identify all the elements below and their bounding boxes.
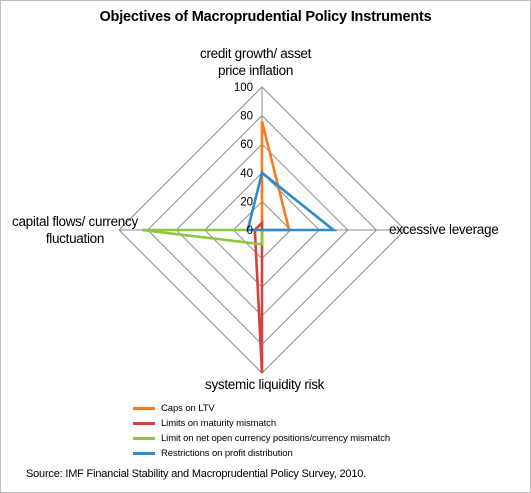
- radial-tick-labels: 0 20 40 60 80 100: [234, 82, 253, 237]
- axis-label-line: capital flows/ currency: [12, 214, 138, 229]
- axis-label-line: price inflation: [218, 63, 294, 78]
- axis-label-credit-growth: credit growth/ asset price inflation: [200, 45, 311, 79]
- legend-swatch: [133, 422, 155, 425]
- tick-label: 40: [240, 168, 253, 180]
- radar-series: [141, 121, 338, 374]
- legend: Caps on LTV Limits on maturity mismatch …: [133, 401, 390, 461]
- legend-swatch: [133, 407, 155, 410]
- legend-label: Limit on net open currency positions/cur…: [161, 433, 391, 444]
- axis-label-capital-flows: capital flows/ currency fluctuation: [12, 213, 138, 247]
- axis-label-line: credit growth/ asset: [200, 46, 312, 61]
- series-line-3: [141, 228, 264, 246]
- legend-label: Limits on maturity mismatch: [161, 418, 277, 429]
- tick-label: 0: [247, 225, 253, 237]
- legend-swatch: [133, 452, 155, 455]
- legend-item: Caps on LTV: [133, 401, 390, 416]
- legend-item: Limits on maturity mismatch: [133, 416, 390, 431]
- legend-swatch: [133, 437, 155, 440]
- chart-title: Objectives of Macroprudential Policy Ins…: [99, 9, 432, 25]
- axis-label-line: fluctuation: [45, 231, 105, 246]
- series-line-2: [253, 219, 264, 374]
- axis-label-line: systemic liquidity risk: [205, 377, 325, 392]
- source-note: Source: IMF Financial Stability and Macr…: [26, 468, 367, 480]
- legend-item: Limit on net open currency positions/cur…: [133, 431, 390, 446]
- legend-item: Restrictions on profit distribution: [133, 446, 390, 461]
- tick-label: 80: [240, 111, 253, 123]
- tick-label: 20: [240, 196, 253, 208]
- tick-label: 60: [240, 139, 253, 151]
- axis-label-line: excessive leverage: [389, 222, 499, 237]
- series-line-4: [246, 170, 338, 232]
- axis-label-systemic-liquidity: systemic liquidity risk: [205, 376, 324, 393]
- legend-label: Restrictions on profit distribution: [161, 448, 293, 459]
- axis-label-excessive-leverage: excessive leverage: [389, 221, 499, 238]
- tick-label: 100: [234, 82, 253, 94]
- legend-label: Caps on LTV: [161, 403, 215, 414]
